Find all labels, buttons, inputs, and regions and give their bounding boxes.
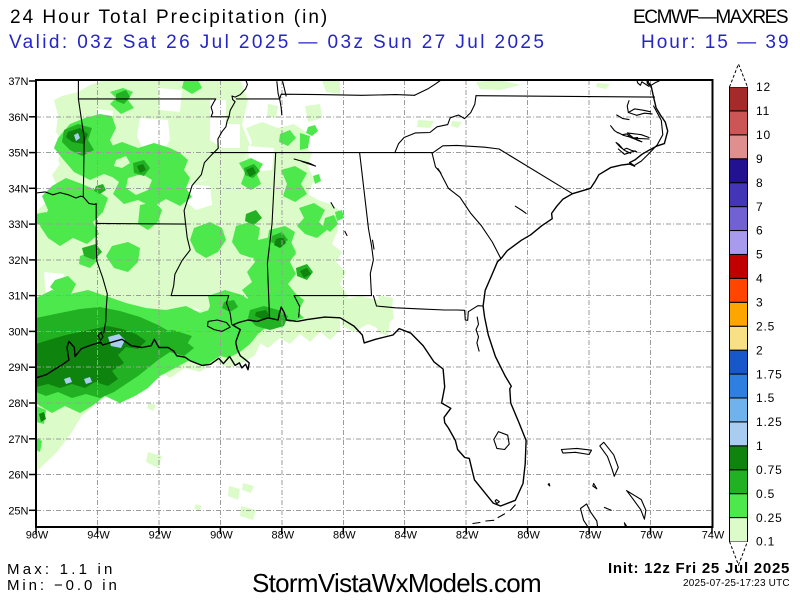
svg-text:34N: 34N <box>8 183 28 195</box>
svg-text:90W: 90W <box>210 530 233 542</box>
svg-text:1.25: 1.25 <box>756 415 783 429</box>
svg-text:6: 6 <box>756 224 763 238</box>
svg-text:1: 1 <box>756 439 763 453</box>
svg-text:25N: 25N <box>8 505 28 517</box>
svg-text:82W: 82W <box>456 530 479 542</box>
svg-text:92W: 92W <box>149 530 172 542</box>
svg-text:36N: 36N <box>8 112 28 124</box>
svg-text:96W: 96W <box>26 530 49 542</box>
svg-text:78W: 78W <box>579 530 602 542</box>
svg-text:74W: 74W <box>702 530 725 542</box>
svg-text:12: 12 <box>756 80 771 94</box>
svg-text:26N: 26N <box>8 470 28 482</box>
svg-text:0.1: 0.1 <box>756 535 775 549</box>
svg-text:88W: 88W <box>271 530 294 542</box>
svg-text:11: 11 <box>756 104 770 118</box>
svg-text:4: 4 <box>756 272 763 286</box>
svg-text:7: 7 <box>756 200 763 214</box>
svg-text:29N: 29N <box>8 362 28 374</box>
svg-text:0.75: 0.75 <box>756 463 783 477</box>
svg-text:5: 5 <box>756 248 763 262</box>
svg-text:30N: 30N <box>8 326 28 338</box>
svg-text:9: 9 <box>756 152 763 166</box>
svg-text:76W: 76W <box>640 530 663 542</box>
svg-text:33N: 33N <box>8 219 28 231</box>
svg-text:0.25: 0.25 <box>756 511 783 525</box>
svg-text:94W: 94W <box>87 530 110 542</box>
svg-text:2: 2 <box>756 343 763 357</box>
svg-text:10: 10 <box>756 128 771 142</box>
svg-text:1.75: 1.75 <box>756 367 783 381</box>
svg-text:80W: 80W <box>517 530 540 542</box>
svg-text:32N: 32N <box>8 255 28 267</box>
svg-text:31N: 31N <box>8 291 28 303</box>
svg-text:27N: 27N <box>8 434 28 446</box>
svg-text:2.5: 2.5 <box>756 319 775 333</box>
svg-text:0.5: 0.5 <box>756 487 775 501</box>
svg-text:8: 8 <box>756 176 763 190</box>
svg-text:3: 3 <box>756 295 763 309</box>
svg-text:37N: 37N <box>8 76 28 88</box>
svg-text:1.5: 1.5 <box>756 391 775 405</box>
svg-text:35N: 35N <box>8 148 28 160</box>
svg-text:28N: 28N <box>8 398 28 410</box>
svg-text:84W: 84W <box>394 530 417 542</box>
svg-text:86W: 86W <box>333 530 356 542</box>
